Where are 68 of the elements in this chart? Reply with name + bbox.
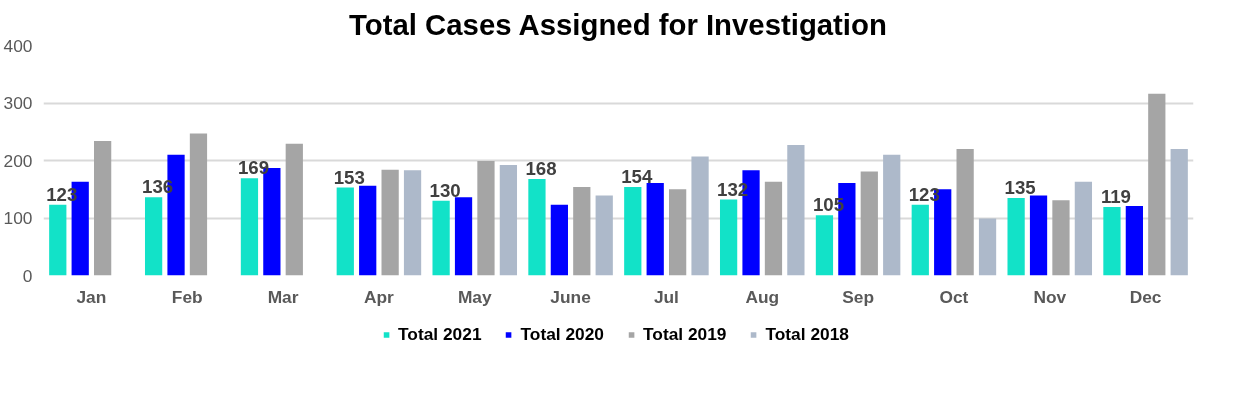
x-tick-label: Feb: [171, 286, 203, 307]
x-tick-label: Sep: [842, 286, 874, 307]
bar: [646, 182, 664, 276]
bar: [477, 161, 495, 276]
bar: [764, 181, 783, 276]
legend-label: Total 2021: [398, 323, 482, 345]
bar: [285, 143, 303, 276]
bar: [189, 133, 208, 276]
data-label: 169: [237, 157, 270, 179]
data-label: 135: [1004, 176, 1036, 198]
x-tick-label: Aug: [745, 286, 780, 307]
bar: [144, 197, 163, 276]
bar: [815, 215, 834, 276]
bar: [1007, 197, 1025, 276]
x-tick-label: June: [550, 286, 592, 307]
bar: [911, 204, 929, 276]
x-tick-label: Apr: [364, 286, 395, 307]
bar: [359, 185, 377, 276]
bar: [1148, 93, 1166, 276]
bar: [1125, 205, 1143, 276]
bar: [432, 200, 450, 276]
x-tick-label: Dec: [1129, 286, 1162, 307]
bar: [956, 149, 974, 276]
bar: [94, 140, 112, 276]
bar: [1074, 181, 1093, 276]
bar: [1052, 200, 1070, 276]
bar: [883, 154, 901, 276]
bar: [49, 204, 67, 276]
chart-title: Total Cases Assigned for Investigation: [349, 7, 887, 41]
bar: [691, 156, 709, 276]
x-tick-label: Jul: [653, 286, 679, 307]
y-tick-label: 400: [3, 35, 33, 56]
bar: [978, 218, 997, 276]
y-tick-label: 200: [3, 150, 33, 171]
bar: [381, 169, 399, 276]
y-tick-label: 300: [3, 93, 33, 113]
data-label: 153: [333, 166, 365, 188]
x-tick-label: Jan: [76, 286, 107, 307]
bar: [1170, 149, 1188, 276]
bar: [454, 197, 473, 276]
bar: [719, 199, 738, 276]
y-tick-label: 0: [22, 265, 33, 286]
bar: [528, 178, 546, 276]
x-tick-label: May: [457, 286, 492, 307]
data-label: 168: [525, 157, 557, 179]
bar: [1103, 207, 1121, 276]
bar: [1029, 195, 1048, 276]
bar: [595, 195, 613, 276]
legend-label: Total 2018: [765, 323, 849, 345]
bar: [499, 165, 518, 276]
data-label: 130: [429, 179, 461, 201]
data-label: 119: [1100, 186, 1132, 208]
y-tick-label: 100: [3, 208, 33, 228]
bar: [403, 170, 422, 276]
data-label: 154: [621, 165, 653, 187]
legend-label: Total 2019: [643, 323, 727, 345]
legend-label: Total 2020: [520, 323, 604, 345]
bar: [669, 189, 687, 276]
bar: [787, 144, 805, 276]
bar: [550, 204, 568, 276]
x-tick-label: Nov: [1033, 286, 1067, 307]
x-tick-label: Mar: [267, 286, 299, 307]
bar: [860, 171, 878, 276]
bar: [336, 187, 354, 276]
bar: [573, 186, 591, 276]
x-tick-label: Oct: [939, 286, 969, 307]
bar: [240, 178, 259, 276]
bar: [624, 186, 642, 276]
